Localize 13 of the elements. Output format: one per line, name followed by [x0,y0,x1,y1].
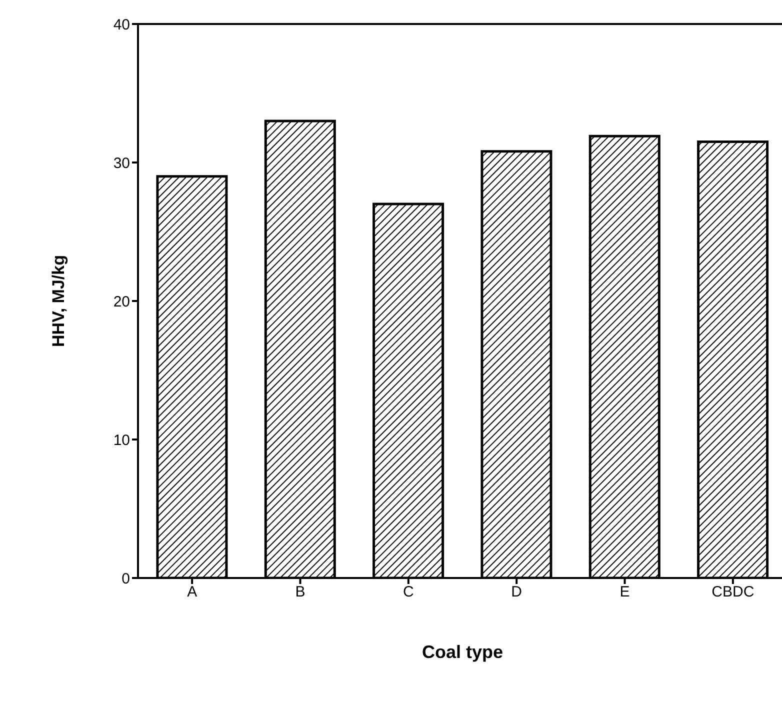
y-tick-label: 20 [113,293,130,310]
x-tick-label: B [295,584,306,601]
y-tick-label: 40 [113,16,130,34]
x-tick-label: D [511,584,522,601]
x-tick-label: C [402,584,414,601]
y-tick-label: 0 [122,570,130,588]
x-tick-label: CBDC [712,584,754,601]
x-tick-label: A [187,584,198,601]
x-axis-title: Coal type [422,642,504,662]
x-tick-label: E [620,584,630,601]
y-tick-label: 30 [113,154,130,172]
y-tick-label: 10 [113,432,130,449]
y-axis-title: HHV, MJ/kg [49,255,68,347]
